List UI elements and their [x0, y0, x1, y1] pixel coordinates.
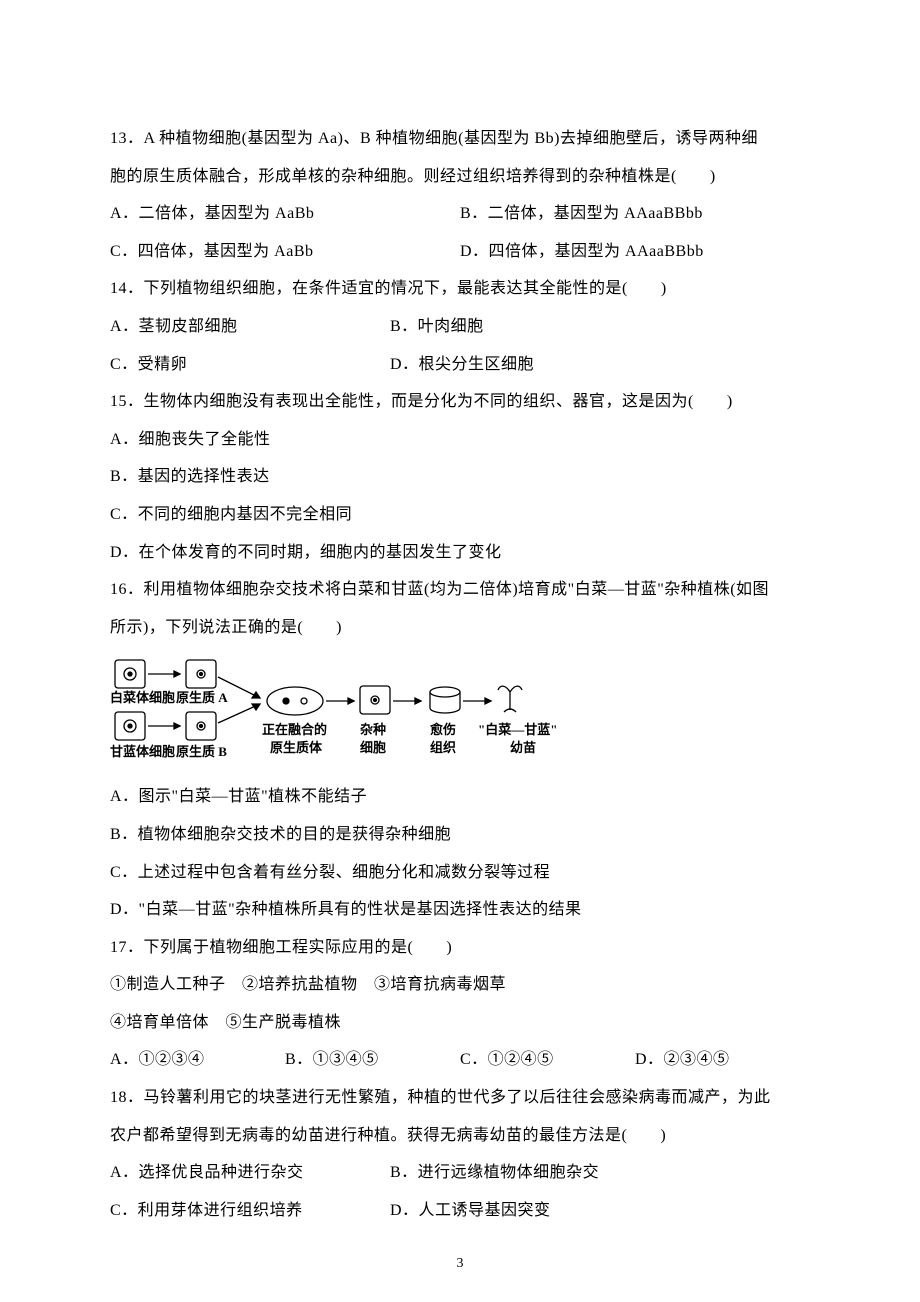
- q17-option-b: B．①③④⑤: [285, 1041, 460, 1079]
- q15-option-b: B．基因的选择性表达: [110, 458, 810, 496]
- q13-option-b: B．二倍体，基因型为 AAaaBBbb: [460, 195, 810, 233]
- q18-option-a: A．选择优良品种进行杂交: [110, 1154, 390, 1192]
- q17-options: A．①②③④ B．①③④⑤ C．①②④⑤ D．②③④⑤: [110, 1041, 810, 1079]
- q18-option-d: D．人工诱导基因突变: [390, 1192, 670, 1230]
- q17-items-2: ④培育单倍体 ⑤生产脱毒植株: [110, 1004, 810, 1042]
- q14-options-row2: C．受精卵 D．根尖分生区细胞: [110, 346, 810, 384]
- q16-option-b: B．植物体细胞杂交技术的目的是获得杂种细胞: [110, 816, 810, 854]
- q14-options-row1: A．茎韧皮部细胞 B．叶肉细胞: [110, 308, 810, 346]
- q13-option-d: D．四倍体，基因型为 AAaaBBbb: [460, 233, 810, 271]
- q16-svg: 白菜体细胞 原生质 A 甘蓝体细胞 原生质 B 正在融合的 原生质体 杂种 细胞…: [110, 652, 630, 772]
- q14-stem: 14．下列植物组织细胞，在条件适宜的情况下，最能表达其全能性的是( ): [110, 270, 810, 308]
- q18-option-c: C．利用芽体进行组织培养: [110, 1192, 390, 1230]
- q16-figure: 白菜体细胞 原生质 A 甘蓝体细胞 原生质 B 正在融合的 原生质体 杂种 细胞…: [110, 652, 810, 772]
- fig-label-bot-cell: 甘蓝体细胞: [110, 744, 175, 759]
- fig-label-top-cell: 白菜体细胞: [110, 690, 175, 705]
- fig-label-callus-1: 愈伤: [429, 722, 456, 737]
- q15-option-d: D．在个体发育的不同时期，细胞内的基因发生了变化: [110, 534, 810, 572]
- fig-label-proto-a: 原生质 A: [176, 690, 228, 705]
- q18-options-row1: A．选择优良品种进行杂交 B．进行远缘植物体细胞杂交: [110, 1154, 810, 1192]
- q15-option-a: A．细胞丧失了全能性: [110, 421, 810, 459]
- fig-label-seedling-1: "白菜—甘蓝": [478, 722, 557, 737]
- q17-items-1: ①制造人工种子 ②培养抗盐植物 ③培育抗病毒烟草: [110, 966, 810, 1004]
- fig-label-hybrid-2: 细胞: [360, 740, 386, 755]
- q14-option-a: A．茎韧皮部细胞: [110, 308, 390, 346]
- q14-option-c: C．受精卵: [110, 346, 390, 384]
- page: 13．A 种植物细胞(基因型为 Aa)、B 种植物细胞(基因型为 Bb)去掉细胞…: [0, 0, 920, 1302]
- q15-stem: 15．生物体内细胞没有表现出全能性，而是分化为不同的组织、器官，这是因为( ): [110, 383, 810, 421]
- fig-label-seedling-2: 幼苗: [510, 740, 536, 755]
- q16-stem-2: 所示)，下列说法正确的是( ): [110, 609, 810, 647]
- q18-stem-2: 农户都希望得到无病毒的幼苗进行种植。获得无病毒幼苗的最佳方法是( ): [110, 1117, 810, 1155]
- q16-option-a: A．图示"白菜—甘蓝"植株不能结子: [110, 778, 810, 816]
- q17-stem: 17．下列属于植物细胞工程实际应用的是( ): [110, 929, 810, 967]
- q13-stem-2: 胞的原生质体融合，形成单核的杂种细胞。则经过组织培养得到的杂种植株是( ): [110, 158, 810, 196]
- fig-label-hybrid-1: 杂种: [360, 722, 386, 737]
- fig-label-callus-2: 组织: [430, 740, 456, 755]
- q17-option-d: D．②③④⑤: [635, 1041, 810, 1079]
- q17-option-c: C．①②④⑤: [460, 1041, 635, 1079]
- q15-option-c: C．不同的细胞内基因不完全相同: [110, 496, 810, 534]
- q18-stem-1: 18．马铃薯利用它的块茎进行无性繁殖，种植的世代多了以后往往会感染病毒而减产，为…: [110, 1079, 810, 1117]
- fig-label-fusing-1: 正在融合的: [262, 722, 327, 737]
- q13-option-a: A．二倍体，基因型为 AaBb: [110, 195, 460, 233]
- q14-option-d: D．根尖分生区细胞: [390, 346, 670, 384]
- q13-option-c: C．四倍体，基因型为 AaBb: [110, 233, 460, 271]
- q16-option-c: C．上述过程中包含着有丝分裂、细胞分化和减数分裂等过程: [110, 854, 810, 892]
- q14-option-b: B．叶肉细胞: [390, 308, 670, 346]
- fig-label-proto-b: 原生质 B: [176, 744, 227, 759]
- fig-label-fusing-2: 原生质体: [270, 740, 323, 755]
- q18-option-b: B．进行远缘植物体细胞杂交: [390, 1154, 670, 1192]
- q13-stem-1: 13．A 种植物细胞(基因型为 Aa)、B 种植物细胞(基因型为 Bb)去掉细胞…: [110, 120, 810, 158]
- q13-options-row2: C．四倍体，基因型为 AaBb D．四倍体，基因型为 AAaaBBbb: [110, 233, 810, 271]
- q18-options-row2: C．利用芽体进行组织培养 D．人工诱导基因突变: [110, 1192, 810, 1230]
- q13-options-row1: A．二倍体，基因型为 AaBb B．二倍体，基因型为 AAaaBBbb: [110, 195, 810, 233]
- page-number: 3: [0, 1256, 920, 1272]
- q17-option-a: A．①②③④: [110, 1041, 285, 1079]
- q16-stem-1: 16．利用植物体细胞杂交技术将白菜和甘蓝(均为二倍体)培育成"白菜—甘蓝"杂种植…: [110, 571, 810, 609]
- q16-option-d: D．"白菜—甘蓝"杂种植株所具有的性状是基因选择性表达的结果: [110, 891, 810, 929]
